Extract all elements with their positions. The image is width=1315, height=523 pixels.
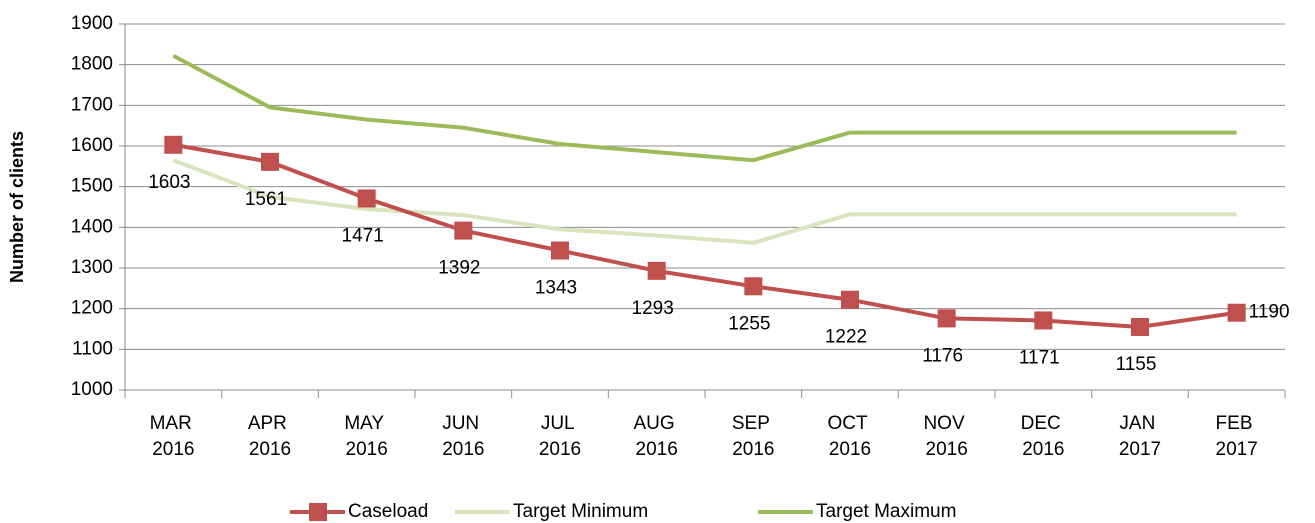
x-tick-label: NOV 2016 (923, 413, 969, 460)
series-line (172, 53, 1237, 163)
data-marker (1131, 317, 1149, 336)
data-marker (1034, 311, 1053, 330)
data-marker (164, 135, 183, 154)
series-line (172, 142, 1237, 329)
data-label: 1293 (632, 298, 674, 319)
x-tick-label: JUN 2016 (442, 413, 484, 460)
data-marker (261, 152, 279, 171)
data-label: 1603 (148, 172, 190, 193)
y-tick-label: 1900 (71, 13, 113, 34)
x-tick-label: JAN 2017 (1119, 413, 1161, 460)
y-tick-label: 1100 (72, 338, 113, 359)
x-tick-label: MAY 2016 (344, 413, 389, 460)
series-line (172, 158, 1237, 245)
y-tick-label: 1600 (71, 135, 113, 156)
x-tick-label: SEP 2016 (732, 413, 775, 460)
data-marker (937, 309, 956, 328)
x-tick-label: JUL 2016 (539, 413, 581, 460)
data-label: 1176 (922, 345, 963, 366)
y-axis-title: Number of clients (7, 131, 27, 283)
y-tick-label: 1200 (71, 298, 113, 319)
data-label: 1190 (1249, 302, 1290, 323)
data-label: 1171 (1019, 347, 1060, 368)
data-marker (1227, 303, 1246, 322)
legend-marker (309, 503, 327, 521)
data-label: 1471 (342, 225, 384, 246)
data-label: 1155 (1116, 354, 1157, 375)
data-marker (841, 290, 859, 309)
data-marker (744, 277, 763, 296)
y-tick-label: 1500 (71, 176, 113, 197)
data-marker (551, 241, 569, 260)
x-tick-label: OCT 2016 (827, 413, 872, 460)
data-marker (647, 261, 666, 280)
data-marker (454, 221, 473, 240)
data-label: 1222 (825, 327, 867, 348)
x-tick-label: APR 2016 (248, 413, 292, 460)
y-tick-label: 1700 (71, 94, 113, 115)
x-tick-label: FEB 2017 (1216, 413, 1258, 460)
y-tick-label: 1400 (71, 216, 113, 237)
x-tick-label: DEC 2016 (1021, 413, 1066, 460)
y-tick-label: 1300 (71, 257, 113, 278)
data-label: 1392 (438, 258, 480, 279)
x-tick-label: AUG 2016 (633, 413, 679, 460)
data-label: 1343 (535, 278, 577, 299)
y-tick-label: 1000 (71, 379, 113, 400)
data-label: 1255 (728, 313, 770, 334)
data-marker (357, 189, 376, 208)
legend-label: Target Minimum (513, 501, 648, 522)
legend-label: Caseload (348, 501, 428, 522)
y-tick-label: 1800 (71, 54, 113, 75)
data-label: 1561 (245, 189, 287, 210)
legend-label: Target Maximum (816, 501, 956, 522)
x-tick-label: MAR 2016 (150, 413, 198, 460)
